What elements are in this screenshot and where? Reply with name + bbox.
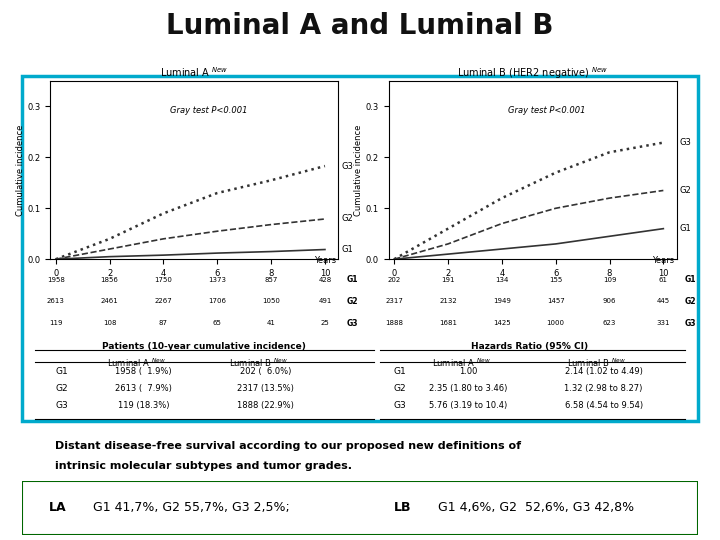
Text: 119: 119 (49, 320, 63, 326)
Y-axis label: Cumulative incidence: Cumulative incidence (354, 124, 363, 216)
Text: 2613: 2613 (47, 299, 65, 305)
Text: 5.76 (3.19 to 10.4): 5.76 (3.19 to 10.4) (429, 401, 508, 410)
Text: Luminal A $^{New}$: Luminal A $^{New}$ (432, 356, 491, 369)
Text: 331: 331 (657, 320, 670, 326)
Text: LA: LA (49, 501, 66, 514)
Text: Years: Years (652, 256, 675, 265)
Text: 1949: 1949 (493, 299, 510, 305)
Text: 857: 857 (264, 276, 278, 282)
Text: G2: G2 (55, 384, 68, 393)
Text: Distant disease-free survival according to our proposed new definitions of: Distant disease-free survival according … (55, 441, 521, 451)
Text: 2317 (13.5%): 2317 (13.5%) (237, 384, 294, 393)
Text: G1: G1 (394, 367, 407, 376)
Text: Luminal B $^{New}$: Luminal B $^{New}$ (229, 356, 288, 369)
Text: 25: 25 (320, 320, 329, 326)
Text: 41: 41 (266, 320, 276, 326)
Text: G1: G1 (680, 224, 691, 233)
Text: 2.14 (1.02 to 4.49): 2.14 (1.02 to 4.49) (564, 367, 642, 376)
Text: 155: 155 (549, 276, 562, 282)
Text: 202 (  6.0%): 202 ( 6.0%) (240, 367, 291, 376)
Text: 2267: 2267 (155, 299, 172, 305)
Text: 1958 (  1.9%): 1958 ( 1.9%) (115, 367, 172, 376)
Text: Hazards Ratio (95% CI): Hazards Ratio (95% CI) (471, 342, 588, 350)
Text: 1.00: 1.00 (459, 367, 477, 376)
Text: G2: G2 (341, 214, 353, 224)
Text: 1.32 (2.98 to 8.27): 1.32 (2.98 to 8.27) (564, 384, 643, 393)
Text: 2613 (  7.9%): 2613 ( 7.9%) (115, 384, 172, 393)
Text: Gray test P<0.001: Gray test P<0.001 (170, 106, 248, 115)
Text: 1958: 1958 (47, 276, 65, 282)
Text: 119 (18.3%): 119 (18.3%) (117, 401, 169, 410)
Text: G3: G3 (685, 319, 696, 328)
Text: G2: G2 (685, 297, 696, 306)
Text: 1373: 1373 (208, 276, 226, 282)
Text: 1457: 1457 (546, 299, 564, 305)
Text: Luminal A $^{New}$: Luminal A $^{New}$ (107, 356, 166, 369)
Text: 445: 445 (657, 299, 670, 305)
Text: 61: 61 (659, 276, 668, 282)
Text: G1: G1 (55, 367, 68, 376)
Text: G2: G2 (680, 186, 691, 195)
Text: 2317: 2317 (385, 299, 403, 305)
Text: intrinsic molecular subtypes and tumor grades.: intrinsic molecular subtypes and tumor g… (55, 461, 353, 471)
Text: G1 41,7%, G2 55,7%, G3 2,5%;: G1 41,7%, G2 55,7%, G3 2,5%; (89, 501, 290, 514)
Text: 1050: 1050 (262, 299, 280, 305)
Text: Luminal B $^{New}$: Luminal B $^{New}$ (567, 356, 626, 369)
Text: 428: 428 (318, 276, 332, 282)
Text: 1681: 1681 (439, 320, 457, 326)
Text: 906: 906 (603, 299, 616, 305)
Text: 2132: 2132 (439, 299, 457, 305)
Text: 1856: 1856 (101, 276, 119, 282)
Text: 202: 202 (387, 276, 401, 282)
Text: Luminal A and Luminal B: Luminal A and Luminal B (166, 12, 554, 40)
Text: 6.58 (4.54 to 9.54): 6.58 (4.54 to 9.54) (564, 401, 643, 410)
Text: 134: 134 (495, 276, 508, 282)
Text: G3: G3 (680, 138, 691, 147)
Text: LB: LB (394, 501, 411, 514)
Text: G2: G2 (346, 297, 358, 306)
Text: 87: 87 (159, 320, 168, 326)
Text: 1425: 1425 (493, 320, 510, 326)
Text: G3: G3 (341, 161, 353, 171)
Text: Patients (10-year cumulative incidence): Patients (10-year cumulative incidence) (102, 342, 306, 350)
Y-axis label: Cumulative incidence: Cumulative incidence (16, 124, 24, 216)
Text: 109: 109 (603, 276, 616, 282)
Text: 2.35 (1.80 to 3.46): 2.35 (1.80 to 3.46) (429, 384, 508, 393)
Text: G1: G1 (341, 245, 353, 254)
Title: Luminal A $^{New}$: Luminal A $^{New}$ (160, 65, 229, 79)
Text: G3: G3 (394, 401, 407, 410)
Text: G1 4,6%, G2  52,6%, G3 42,8%: G1 4,6%, G2 52,6%, G3 42,8% (434, 501, 634, 514)
Text: G1: G1 (346, 275, 358, 284)
Text: 65: 65 (213, 320, 222, 326)
Text: 1888: 1888 (385, 320, 403, 326)
Text: 1888 (22.9%): 1888 (22.9%) (237, 401, 294, 410)
Text: Years: Years (314, 256, 336, 265)
Text: G3: G3 (55, 401, 68, 410)
Text: G2: G2 (394, 384, 407, 393)
Text: G3: G3 (346, 319, 358, 328)
Title: Luminal B (HER2 negative) $^{New}$: Luminal B (HER2 negative) $^{New}$ (457, 65, 608, 81)
Text: G1: G1 (685, 275, 696, 284)
Text: 1750: 1750 (155, 276, 172, 282)
Text: 1000: 1000 (546, 320, 564, 326)
Text: 491: 491 (318, 299, 332, 305)
Text: 108: 108 (103, 320, 117, 326)
Text: 623: 623 (603, 320, 616, 326)
Text: 2461: 2461 (101, 299, 119, 305)
Text: Gray test P<0.001: Gray test P<0.001 (508, 106, 586, 115)
Text: 1706: 1706 (208, 299, 226, 305)
Text: 191: 191 (441, 276, 455, 282)
